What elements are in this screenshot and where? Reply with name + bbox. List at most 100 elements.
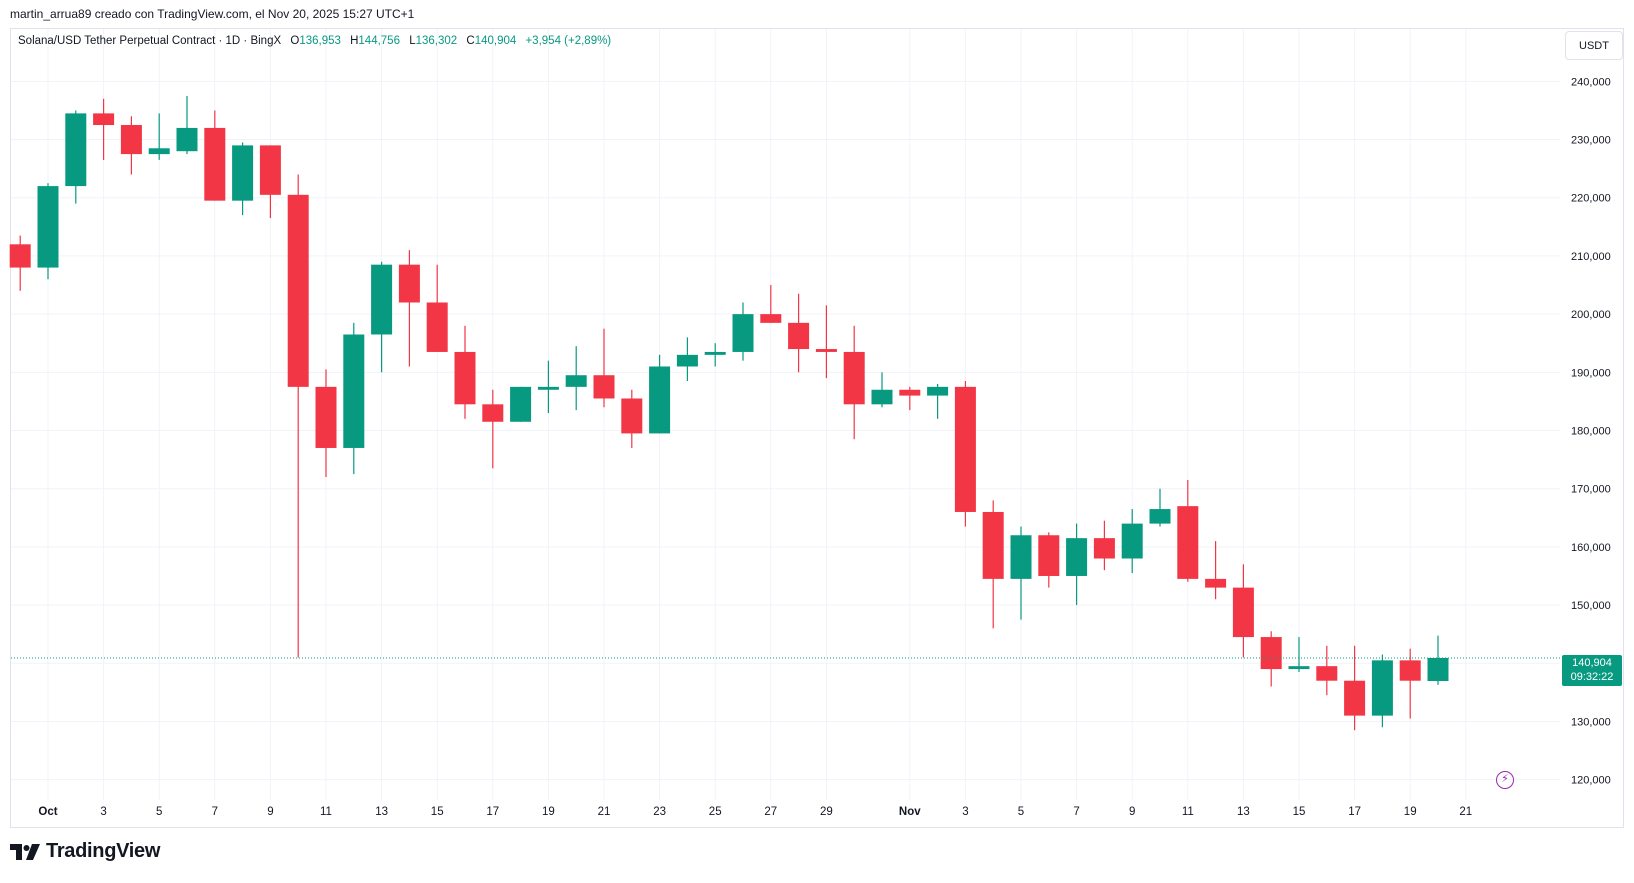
lightning-icon[interactable]: ⚡ [1496, 771, 1514, 789]
candle-body [120, 125, 142, 155]
candle-body [537, 386, 559, 390]
x-tick-label: 11 [1182, 806, 1194, 818]
candle [1344, 645, 1366, 731]
x-tick-label: 3 [962, 806, 968, 818]
y-tick-label: 150,000 [1571, 600, 1611, 612]
candle [1371, 654, 1393, 728]
symbol-legend: Solana/USD Tether Perpetual Contract · 1… [18, 35, 611, 47]
candle-body [954, 386, 976, 512]
x-tick-label: 13 [1237, 806, 1250, 818]
candle-body [148, 148, 170, 155]
candle-body [1427, 657, 1449, 681]
open-value: 136,953 [299, 35, 341, 47]
candle-body [1205, 578, 1227, 588]
candle [565, 346, 587, 411]
close-value: 140,904 [474, 35, 517, 47]
candle-body [1232, 587, 1254, 638]
y-tick-label: 240,000 [1571, 76, 1611, 88]
x-tick-label: 7 [1073, 806, 1079, 818]
candle-body [1010, 535, 1032, 579]
y-tick-label: 190,000 [1571, 367, 1611, 379]
high-label: H [350, 35, 359, 47]
candle [1260, 631, 1282, 687]
last-price-value: 140,904 [1572, 657, 1612, 669]
candle-body [1149, 509, 1171, 524]
candle [287, 174, 309, 658]
candle-body [259, 145, 281, 195]
y-tick-label: 180,000 [1571, 426, 1611, 438]
candle-body [9, 244, 31, 268]
candle-body [454, 351, 476, 405]
candle-body [871, 389, 893, 405]
candle-body [482, 404, 504, 422]
candle-body [398, 264, 420, 303]
candle-body [593, 375, 615, 399]
candle-body [927, 386, 949, 396]
candle [1093, 520, 1115, 571]
candle [649, 354, 671, 434]
candle-body [1399, 660, 1421, 681]
candle [426, 264, 448, 352]
candle [1399, 648, 1421, 719]
change-value: +3,954 (+2,89%) [525, 35, 612, 47]
candle-body [371, 264, 393, 335]
candle-body [788, 322, 810, 350]
candle [37, 183, 59, 280]
candle-body [510, 386, 532, 422]
candle [1427, 635, 1449, 685]
y-tick-label: 160,000 [1571, 542, 1611, 554]
low-label: L [409, 35, 416, 47]
x-tick-label: 13 [375, 806, 388, 818]
candle-body [176, 127, 198, 152]
x-tick-label: Nov [899, 806, 921, 818]
x-tick-label: 17 [486, 806, 499, 818]
x-tick-label: 15 [431, 806, 444, 818]
candle [148, 113, 170, 160]
low-value: 136,302 [415, 35, 458, 47]
candle [788, 293, 810, 373]
candle [1038, 532, 1060, 588]
candle-body [982, 511, 1004, 579]
candle-body [343, 334, 365, 448]
last-price-tag: 140,904 09:32:22 [1562, 655, 1622, 686]
candle [1066, 523, 1088, 606]
candle [537, 360, 559, 414]
candle [9, 235, 31, 291]
candle-body [1121, 523, 1143, 559]
candle [93, 98, 115, 160]
close-label: C [466, 35, 475, 47]
candle [371, 261, 393, 373]
candle [1205, 541, 1227, 600]
x-tick-label: 3 [100, 806, 106, 818]
candle [204, 110, 226, 201]
x-tick-label: 9 [1129, 806, 1135, 818]
candle-body [232, 145, 254, 201]
chart-credit: martin_arrua89 creado con TradingView.co… [10, 7, 415, 21]
high-value: 144,756 [358, 35, 400, 47]
candle-body [1177, 506, 1199, 579]
x-tick-label: 15 [1293, 806, 1306, 818]
x-tick-label: 5 [156, 806, 162, 818]
candle-body [1344, 680, 1366, 716]
candle [343, 322, 365, 475]
candle [899, 386, 921, 411]
x-tick-label: 23 [653, 806, 666, 818]
symbol-name[interactable]: Solana/USD Tether Perpetual Contract · 1… [18, 35, 282, 47]
candle-body [37, 186, 59, 268]
x-tick-label: 21 [1459, 806, 1472, 818]
candle [815, 305, 837, 379]
candle-body [565, 375, 587, 387]
y-tick-label: 230,000 [1571, 135, 1611, 147]
x-tick-label: 9 [267, 806, 273, 818]
x-tick-label: 17 [1348, 806, 1361, 818]
candle [1010, 526, 1032, 620]
candle-body [1288, 666, 1310, 670]
candle [482, 389, 504, 469]
candle-body [287, 194, 309, 387]
candle [65, 110, 87, 204]
candle-body [65, 113, 87, 187]
candle-body [1093, 538, 1115, 559]
currency-unit-button[interactable]: USDT [1565, 31, 1623, 60]
chart-frame [10, 28, 1624, 828]
